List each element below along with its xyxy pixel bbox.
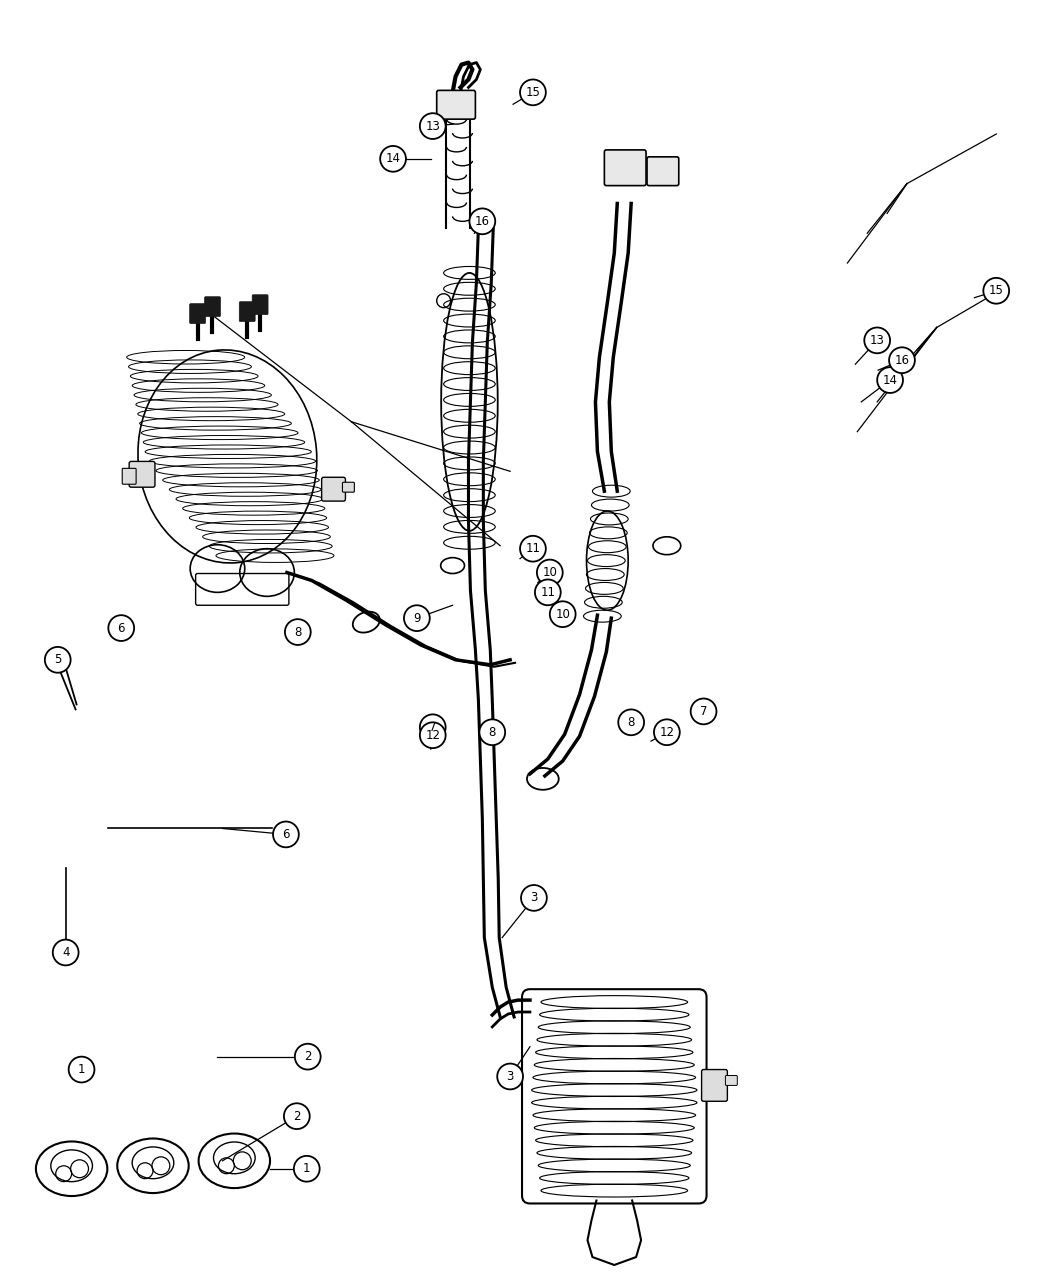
Text: 11: 11: [541, 585, 555, 599]
Text: 4: 4: [62, 946, 69, 959]
Circle shape: [420, 714, 445, 741]
Text: 16: 16: [475, 214, 490, 228]
Text: 13: 13: [869, 334, 884, 347]
Circle shape: [108, 615, 134, 641]
Text: 2: 2: [304, 1051, 312, 1063]
Circle shape: [618, 709, 644, 736]
Text: 10: 10: [543, 566, 558, 579]
Circle shape: [877, 367, 903, 393]
FancyBboxPatch shape: [252, 295, 268, 315]
Circle shape: [550, 602, 575, 627]
Text: 11: 11: [525, 542, 541, 555]
Text: 7: 7: [699, 705, 708, 718]
Circle shape: [420, 113, 445, 139]
Text: 14: 14: [883, 374, 898, 386]
FancyBboxPatch shape: [605, 150, 646, 186]
Circle shape: [52, 940, 79, 965]
FancyBboxPatch shape: [701, 1070, 728, 1102]
Text: 8: 8: [294, 626, 301, 639]
FancyBboxPatch shape: [122, 468, 136, 484]
Text: 12: 12: [425, 729, 440, 742]
Text: 15: 15: [989, 284, 1004, 297]
Circle shape: [864, 328, 890, 353]
FancyBboxPatch shape: [342, 482, 354, 492]
Text: 6: 6: [282, 827, 290, 842]
FancyBboxPatch shape: [129, 462, 155, 487]
Circle shape: [521, 885, 547, 910]
Circle shape: [984, 278, 1009, 303]
FancyBboxPatch shape: [726, 1076, 737, 1085]
Circle shape: [654, 719, 679, 745]
FancyBboxPatch shape: [437, 91, 476, 119]
Text: 12: 12: [659, 725, 674, 738]
Text: 3: 3: [506, 1070, 513, 1082]
FancyBboxPatch shape: [239, 302, 255, 321]
Circle shape: [68, 1057, 94, 1082]
Text: 9: 9: [413, 612, 421, 625]
Circle shape: [273, 821, 299, 848]
Circle shape: [889, 347, 915, 374]
Text: 2: 2: [293, 1109, 300, 1123]
Circle shape: [295, 1044, 320, 1070]
Circle shape: [469, 208, 496, 235]
Circle shape: [294, 1156, 319, 1182]
Circle shape: [537, 560, 563, 585]
Text: 1: 1: [78, 1063, 85, 1076]
Circle shape: [691, 699, 716, 724]
Text: 15: 15: [525, 85, 541, 99]
Circle shape: [45, 646, 70, 673]
Text: 16: 16: [895, 353, 909, 367]
Text: 5: 5: [54, 653, 62, 667]
Text: 7: 7: [429, 720, 437, 734]
FancyBboxPatch shape: [190, 303, 206, 324]
FancyBboxPatch shape: [647, 157, 678, 186]
Circle shape: [520, 79, 546, 106]
Circle shape: [285, 620, 311, 645]
Text: 8: 8: [488, 725, 496, 738]
Text: 3: 3: [530, 891, 538, 904]
Circle shape: [480, 719, 505, 745]
Text: 14: 14: [385, 152, 400, 166]
Circle shape: [420, 723, 445, 748]
FancyBboxPatch shape: [321, 477, 345, 501]
Text: 6: 6: [118, 622, 125, 635]
Circle shape: [520, 536, 546, 561]
Circle shape: [380, 145, 406, 172]
Circle shape: [498, 1063, 523, 1089]
Text: 10: 10: [555, 608, 570, 621]
FancyBboxPatch shape: [205, 297, 220, 316]
Circle shape: [404, 606, 429, 631]
Circle shape: [284, 1103, 310, 1130]
Circle shape: [534, 579, 561, 606]
Text: 1: 1: [303, 1163, 311, 1176]
Text: 13: 13: [425, 120, 440, 133]
Text: 8: 8: [628, 715, 635, 729]
